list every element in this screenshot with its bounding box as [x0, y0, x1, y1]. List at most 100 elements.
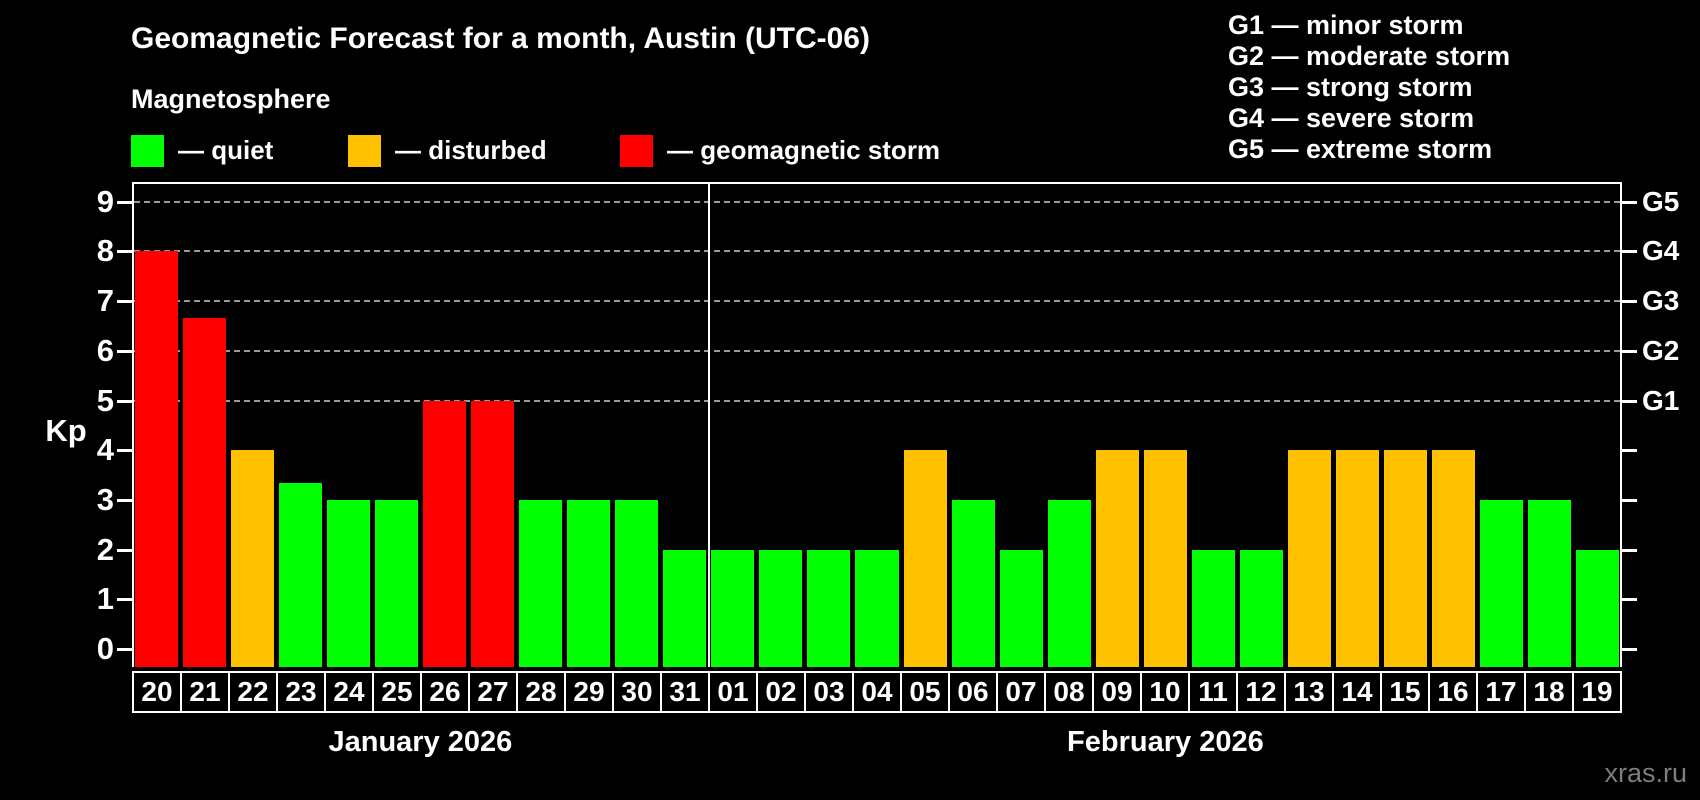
g-scale-legend: G1 — minor storm G2 — moderate storm G3 … [1228, 10, 1510, 165]
kp-bar-day-13 [1288, 450, 1332, 667]
y-axis-tick-label-9: 9 [96, 183, 114, 219]
g-legend-line-g3: G3 — strong storm [1228, 72, 1473, 102]
day-label-23: 23 [276, 671, 326, 713]
y-axis-tick-label-6: 6 [96, 332, 114, 368]
watermark: xras.ru [1604, 758, 1687, 788]
right-tick-3 [1622, 498, 1637, 502]
y-axis-tick-label-0: 0 [96, 631, 114, 666]
left-tick-8 [117, 250, 132, 254]
y-axis-tick-label-3: 3 [96, 481, 114, 517]
right-tick-4 [1622, 449, 1637, 453]
disturbed-color-swatch [348, 134, 381, 167]
kp-bar-day-07 [999, 549, 1043, 667]
kp-bar-day-04 [855, 549, 899, 667]
y-axis-tick-label-4: 4 [96, 432, 114, 468]
gridline-kp-9 [134, 200, 1620, 203]
day-label-04: 04 [852, 671, 902, 713]
left-tick-0 [117, 648, 132, 651]
kp-bar-day-23 [278, 483, 322, 667]
day-label-03: 03 [804, 671, 854, 713]
kp-bar-day-02 [759, 549, 803, 667]
day-label-15: 15 [1380, 671, 1430, 713]
right-axis-label-g3: G3 [1642, 285, 1680, 317]
kp-bar-day-18 [1528, 499, 1572, 667]
kp-bar-day-26 [422, 400, 466, 667]
kp-bar-day-27 [470, 400, 514, 667]
kp-bar-day-08 [1047, 499, 1091, 667]
right-tick-2 [1622, 548, 1637, 552]
day-label-11: 11 [1188, 671, 1238, 713]
kp-bar-day-21 [182, 317, 226, 667]
day-label-24: 24 [324, 671, 374, 713]
kp-bar-day-16 [1432, 450, 1476, 667]
day-label-21: 21 [180, 671, 230, 713]
kp-bar-day-11 [1191, 549, 1235, 667]
kp-bar-day-28 [519, 499, 563, 667]
day-label-01: 01 [708, 671, 758, 713]
day-label-29: 29 [564, 671, 614, 713]
g-legend-line-g2: G2 — moderate storm [1228, 41, 1511, 71]
kp-bar-day-10 [1143, 450, 1187, 667]
left-tick-7 [117, 300, 132, 304]
month-separator-line [707, 182, 710, 667]
left-tick-9 [117, 200, 132, 204]
y-axis-label-kp: Kp [45, 413, 87, 448]
gridline-kp-7 [134, 300, 1620, 303]
kp-bar-day-19 [1576, 549, 1620, 667]
day-label-12: 12 [1236, 671, 1286, 713]
kp-bar-day-15 [1384, 450, 1428, 667]
kp-bar-day-29 [567, 499, 611, 667]
g-legend-line-g5: G5 — extreme storm [1228, 134, 1493, 164]
y-axis-tick-label-8: 8 [96, 233, 114, 269]
kp-bar-day-03 [807, 549, 851, 667]
day-label-07: 07 [996, 671, 1046, 713]
kp-bar-day-01 [711, 549, 755, 667]
kp-bar-day-30 [615, 499, 659, 667]
right-tick-5 [1622, 399, 1637, 403]
month-label-1: February 2026 [1067, 726, 1264, 758]
kp-bar-day-06 [951, 499, 995, 667]
right-tick-1 [1622, 598, 1637, 602]
right-axis-label-g5: G5 [1642, 185, 1680, 217]
day-label-05: 05 [900, 671, 950, 713]
plot-area [132, 182, 1622, 667]
legend-item-quiet: — quiet [131, 134, 273, 167]
day-label-10: 10 [1140, 671, 1190, 713]
g-legend-line-g1: G1 — minor storm [1228, 10, 1464, 40]
left-tick-2 [117, 548, 132, 552]
day-label-31: 31 [660, 671, 710, 713]
day-label-30: 30 [612, 671, 662, 713]
day-label-20: 20 [132, 671, 182, 713]
day-label-17: 17 [1476, 671, 1526, 713]
right-tick-9 [1622, 200, 1637, 204]
legend-label-quiet: — quiet [178, 135, 274, 165]
kp-bar-day-09 [1095, 450, 1139, 667]
right-axis-label-g4: G4 [1642, 235, 1680, 267]
day-label-06: 06 [948, 671, 998, 713]
gridline-kp-8 [134, 250, 1620, 253]
left-tick-3 [117, 498, 132, 502]
month-label-0: January 2026 [328, 726, 513, 758]
gridline-kp-6 [134, 349, 1620, 352]
quiet-color-swatch [131, 134, 164, 167]
kp-bar-day-05 [903, 450, 947, 667]
day-label-26: 26 [420, 671, 470, 713]
legend-label-storm: — geomagnetic storm [667, 135, 941, 165]
y-axis-tick-label-5: 5 [96, 382, 114, 418]
kp-bar-day-17 [1480, 499, 1524, 667]
day-label-28: 28 [516, 671, 566, 713]
right-axis-label-g2: G2 [1642, 334, 1680, 366]
kp-bar-day-12 [1239, 549, 1284, 667]
y-axis-tick-label-1: 1 [96, 581, 114, 617]
right-tick-7 [1622, 300, 1637, 304]
left-tick-6 [117, 349, 132, 353]
day-label-16: 16 [1428, 671, 1478, 713]
y-axis-tick-label-2: 2 [96, 531, 114, 567]
legend-label-disturbed: — disturbed [395, 135, 547, 165]
chart-title: Geomagnetic Forecast for a month, Austin… [131, 22, 870, 55]
kp-bar-day-22 [230, 450, 274, 667]
left-tick-1 [117, 598, 132, 602]
day-label-19: 19 [1572, 671, 1622, 713]
y-axis-tick-label-7: 7 [96, 283, 114, 319]
